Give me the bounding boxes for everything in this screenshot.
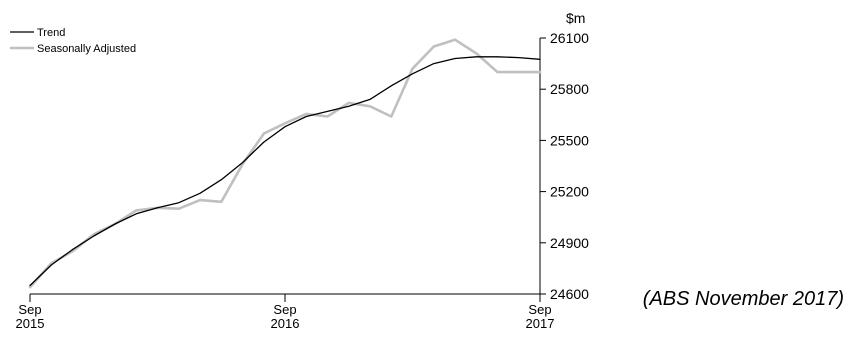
legend: Trend Seasonally Adjusted	[10, 27, 136, 55]
y-tick-label: 25800	[550, 81, 589, 97]
series-layer	[28, 38, 542, 289]
legend-label-seasonally-adjusted: Seasonally Adjusted	[37, 43, 136, 55]
series-line-seasonally-adjusted	[28, 38, 542, 289]
x-tick-label-month: Sep	[273, 302, 296, 317]
x-tick-label-year: 2017	[526, 316, 555, 331]
x-tick-label-year: 2016	[271, 316, 300, 331]
x-tick-label-month: Sep	[528, 302, 551, 317]
y-tick-label: 24600	[550, 286, 589, 302]
source-note: (ABS November 2017)	[642, 288, 844, 310]
axes: 261002580025500252002490024600Sep2015Sep…	[16, 30, 590, 331]
x-tick-label-month: Sep	[18, 302, 41, 317]
y-tick-label: 25200	[550, 184, 589, 200]
x-tick-label-year: 2015	[16, 316, 45, 331]
series-line-trend	[29, 56, 541, 287]
y-tick-label: 25500	[550, 132, 589, 148]
legend-label-trend: Trend	[37, 27, 65, 39]
y-tick-label: 26100	[550, 30, 589, 46]
y-tick-label: 24900	[550, 235, 589, 251]
y-axis-unit-label: $m	[566, 10, 585, 26]
